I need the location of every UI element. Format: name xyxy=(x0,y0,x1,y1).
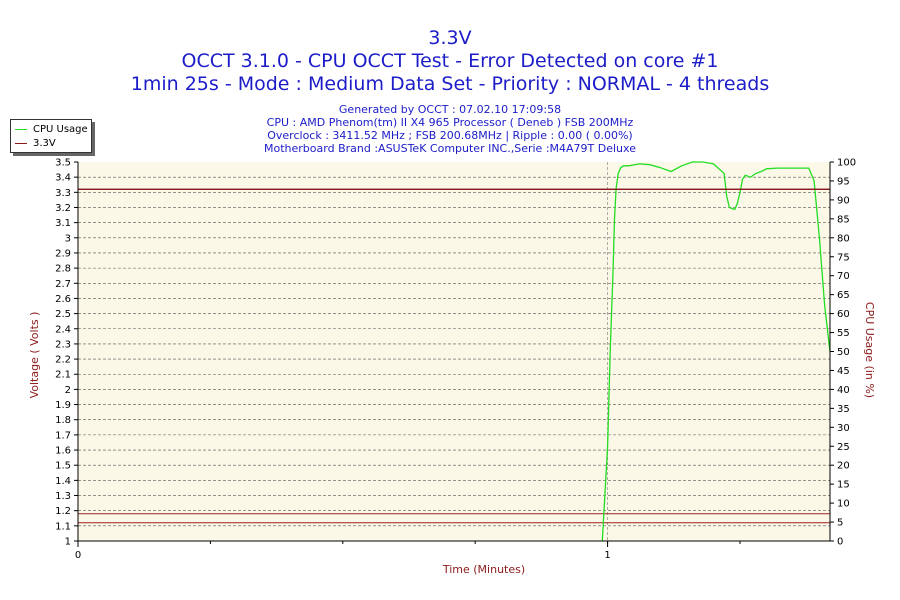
info-overclock: Overclock : 3411.52 MHz ; FSB 200.68MHz … xyxy=(267,129,633,142)
series-line-cpu-usage xyxy=(601,161,831,542)
y-left-tick-label: 1 xyxy=(65,537,71,548)
y-left-tick-label: 1.8 xyxy=(55,415,71,426)
y-right-tick-label: 75 xyxy=(837,252,850,263)
y-right-tick-label: 60 xyxy=(837,309,850,320)
legend-swatch-voltage xyxy=(15,142,27,144)
y-left-tick-label: 2.3 xyxy=(55,339,71,350)
y-right-tick-label: 80 xyxy=(837,233,850,244)
y-left-tick-label: 2.9 xyxy=(55,248,71,259)
y-left-tick-label: 1.6 xyxy=(55,446,71,457)
legend-swatch-cpu-usage xyxy=(15,128,27,130)
y-right-tick-label: 45 xyxy=(837,366,850,377)
y-right-tick-label: 40 xyxy=(837,385,850,396)
y-left-tick-label: 3.2 xyxy=(55,203,71,214)
y-left-tick-label: 1.4 xyxy=(55,476,71,487)
info-cpu: CPU : AMD Phenom(tm) II X4 965 Processor… xyxy=(266,116,634,129)
y-left-tick-label: 3 xyxy=(65,233,71,244)
chart-title: 3.3V xyxy=(428,27,472,49)
y-right-tick-label: 10 xyxy=(837,499,850,510)
y-right-axis-label: CPU Usage (in %) xyxy=(863,302,876,398)
y-left-tick-label: 2.2 xyxy=(55,355,71,366)
y-left-tick-label: 2 xyxy=(65,385,71,396)
y-left-tick-label: 1.1 xyxy=(55,521,71,532)
y-right-tick-label: 15 xyxy=(837,480,850,491)
y-left-tick-label: 1.7 xyxy=(55,430,71,441)
x-tick-label: 1 xyxy=(604,550,610,561)
y-left-tick-label: 1.3 xyxy=(55,491,71,502)
y-left-tick-label: 2.8 xyxy=(55,264,71,275)
y-right-tick-label: 90 xyxy=(837,195,850,206)
y-right-tick-label: 25 xyxy=(837,442,850,453)
chart-subtitle-test: OCCT 3.1.0 - CPU OCCT Test - Error Detec… xyxy=(181,50,719,72)
legend-item-voltage: 3.3V xyxy=(15,136,56,150)
y-left-tick-label: 1.5 xyxy=(55,461,71,472)
legend-label-cpu-usage: CPU Usage xyxy=(33,123,88,135)
y-left-axis-label: Voltage ( Volts ) xyxy=(28,312,41,399)
y-left-tick-label: 1.2 xyxy=(55,506,71,517)
y-right-tick-label: 20 xyxy=(837,461,850,472)
y-right-tick-label: 100 xyxy=(837,158,856,169)
y-right-tick-label: 50 xyxy=(837,347,850,358)
y-left-tick-label: 1.9 xyxy=(55,400,71,411)
y-right-tick-label: 85 xyxy=(837,214,850,225)
y-right-tick-label: 0 xyxy=(837,537,843,548)
legend-item-cpu-usage: CPU Usage xyxy=(15,122,88,136)
y-left-tick-label: 3.4 xyxy=(55,173,71,184)
y-right-tick-label: 30 xyxy=(837,423,850,434)
y-right-tick-label: 35 xyxy=(837,404,850,415)
y-left-tick-label: 2.1 xyxy=(55,370,71,381)
x-tick-label: 0 xyxy=(75,550,81,561)
y-right-tick-label: 5 xyxy=(837,518,843,529)
y-right-tick-label: 65 xyxy=(837,290,850,301)
y-left-tick-label: 3.1 xyxy=(55,218,71,229)
y-left-tick-label: 3.5 xyxy=(55,158,71,169)
chart-subtitle-mode: 1min 25s - Mode : Medium Data Set - Prio… xyxy=(130,73,770,95)
chart-legend: CPU Usage 3.3V xyxy=(10,119,92,153)
y-left-tick-label: 2.6 xyxy=(55,294,71,305)
plot-area xyxy=(78,162,830,541)
y-left-tick-label: 3.3 xyxy=(55,188,71,199)
y-left-tick-label: 2.7 xyxy=(55,279,71,290)
y-right-tick-label: 55 xyxy=(837,328,850,339)
info-motherboard: Motherboard Brand :ASUSTeK Computer INC.… xyxy=(264,142,636,155)
y-left-tick-label: 2.4 xyxy=(55,324,71,335)
y-right-tick-label: 95 xyxy=(837,176,850,187)
y-right-tick-label: 70 xyxy=(837,271,850,282)
x-axis-label: Time (Minutes) xyxy=(442,563,525,576)
legend-label-voltage: 3.3V xyxy=(33,137,56,149)
info-generated: Generated by OCCT : 07.02.10 17:09:58 xyxy=(338,103,562,116)
y-left-tick-label: 2.5 xyxy=(55,309,71,320)
